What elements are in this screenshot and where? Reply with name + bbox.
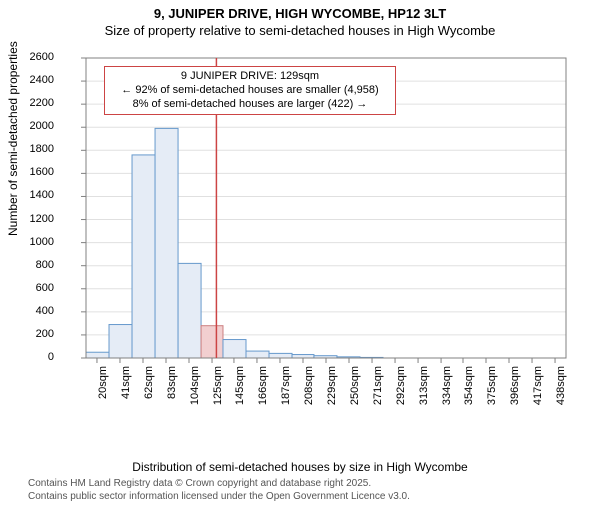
y-tick-label: 2600 bbox=[22, 51, 54, 63]
histogram-bar bbox=[132, 155, 155, 358]
y-tick-label: 2400 bbox=[22, 74, 54, 86]
x-tick-label: 417sqm bbox=[532, 366, 544, 416]
x-tick-label: 375sqm bbox=[486, 366, 498, 416]
histogram-bar bbox=[269, 353, 292, 358]
x-tick-label: 187sqm bbox=[280, 366, 292, 416]
page-title: 9, JUNIPER DRIVE, HIGH WYCOMBE, HP12 3LT bbox=[0, 6, 600, 21]
y-tick-label: 2000 bbox=[22, 120, 54, 132]
histogram-bar bbox=[246, 351, 269, 358]
x-axis-label: Distribution of semi-detached houses by … bbox=[0, 460, 600, 474]
histogram-bar bbox=[178, 263, 201, 358]
x-tick-label: 438sqm bbox=[555, 366, 567, 416]
y-tick-label: 1400 bbox=[22, 189, 54, 201]
y-tick-label: 800 bbox=[22, 259, 54, 271]
x-tick-label: 313sqm bbox=[418, 366, 430, 416]
annotation-line-3: 8% of semi-detached houses are larger (4… bbox=[113, 98, 387, 112]
x-tick-label: 229sqm bbox=[326, 366, 338, 416]
x-tick-label: 145sqm bbox=[234, 366, 246, 416]
y-axis-label: Number of semi-detached properties bbox=[6, 41, 20, 236]
x-tick-label: 20sqm bbox=[97, 366, 109, 416]
x-tick-label: 62sqm bbox=[143, 366, 155, 416]
y-tick-label: 1600 bbox=[22, 166, 54, 178]
x-tick-label: 271sqm bbox=[372, 366, 384, 416]
y-tick-label: 600 bbox=[22, 282, 54, 294]
x-tick-label: 292sqm bbox=[395, 366, 407, 416]
histogram-bar bbox=[292, 355, 314, 358]
histogram-bar bbox=[155, 128, 178, 358]
x-tick-label: 41sqm bbox=[120, 366, 132, 416]
y-tick-label: 200 bbox=[22, 328, 54, 340]
page-subtitle: Size of property relative to semi-detach… bbox=[0, 23, 600, 38]
marker-annotation: 9 JUNIPER DRIVE: 129sqm ← 92% of semi-de… bbox=[104, 66, 396, 115]
footer-line-1: Contains HM Land Registry data © Crown c… bbox=[28, 478, 410, 491]
y-tick-label: 2200 bbox=[22, 97, 54, 109]
x-tick-label: 83sqm bbox=[166, 366, 178, 416]
annotation-line-2: ← 92% of semi-detached houses are smalle… bbox=[113, 84, 387, 98]
histogram-bar bbox=[201, 326, 223, 358]
x-tick-label: 396sqm bbox=[509, 366, 521, 416]
histogram-bar bbox=[86, 352, 109, 358]
y-tick-label: 1200 bbox=[22, 213, 54, 225]
x-tick-label: 125sqm bbox=[212, 366, 224, 416]
x-tick-label: 354sqm bbox=[463, 366, 475, 416]
y-tick-label: 0 bbox=[22, 351, 54, 363]
histogram-bar bbox=[223, 340, 246, 358]
x-tick-label: 104sqm bbox=[189, 366, 201, 416]
y-tick-label: 1000 bbox=[22, 236, 54, 248]
x-tick-label: 166sqm bbox=[257, 366, 269, 416]
footer-attribution: Contains HM Land Registry data © Crown c… bbox=[28, 478, 410, 503]
y-tick-label: 1800 bbox=[22, 143, 54, 155]
annotation-line-1: 9 JUNIPER DRIVE: 129sqm bbox=[113, 70, 387, 84]
y-tick-label: 400 bbox=[22, 305, 54, 317]
x-tick-label: 208sqm bbox=[303, 366, 315, 416]
x-tick-label: 334sqm bbox=[441, 366, 453, 416]
footer-line-2: Contains public sector information licen… bbox=[28, 491, 410, 504]
x-tick-label: 250sqm bbox=[349, 366, 361, 416]
histogram-bar bbox=[109, 325, 132, 358]
